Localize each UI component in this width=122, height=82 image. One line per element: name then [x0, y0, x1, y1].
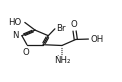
Text: ṄH₂: ṄH₂	[54, 56, 70, 65]
Text: N: N	[12, 31, 19, 40]
Text: HO: HO	[8, 18, 21, 27]
Text: O: O	[23, 48, 30, 57]
Text: OH: OH	[91, 35, 104, 44]
Text: Br: Br	[56, 24, 66, 33]
Text: O: O	[71, 20, 77, 29]
